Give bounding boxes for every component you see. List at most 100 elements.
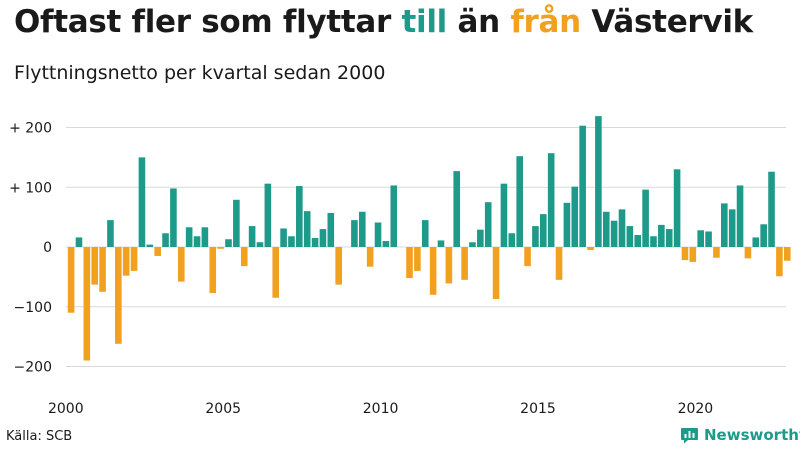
title-highlight-in: till [401, 4, 447, 40]
bar-2010-q2 [390, 185, 398, 247]
bar-2013-q3 [492, 247, 500, 299]
bar-2002-q2 [138, 157, 146, 247]
bar-2003-q4 [185, 227, 193, 247]
x-tick-label: 2020 [678, 401, 714, 417]
bar-2015-q2 [547, 153, 555, 247]
bar-2020-q3 [713, 247, 720, 258]
bar-2008-q3 [335, 247, 342, 285]
bar-2005-q4 [248, 226, 256, 247]
bar-2006-q1 [256, 242, 264, 247]
bar-2004-q4 [217, 247, 224, 249]
y-tick-label: −200 [14, 360, 52, 376]
bar-2021-q4 [752, 237, 760, 247]
x-tick-label: 2005 [205, 401, 241, 417]
bar-2015-q3 [555, 247, 563, 280]
bar-2005-q1 [225, 239, 232, 247]
bar-2009-q4 [374, 222, 382, 247]
bar-2013-q1 [477, 229, 484, 247]
bar-2017-q3 [618, 209, 626, 247]
bar-2018-q1 [634, 235, 642, 247]
chart-title: Oftast fler som flyttar till än från Väs… [14, 4, 753, 40]
y-tick-label: + 100 [9, 180, 52, 196]
bar-2019-q4 [689, 247, 697, 262]
bar-2015-q1 [540, 214, 547, 247]
y-tick-label: + 200 [9, 121, 52, 137]
x-tick-label: 2015 [520, 401, 556, 417]
bar-2013-q4 [500, 183, 508, 247]
brand-logo: Newsworthy [680, 426, 800, 444]
bar-2019-q2 [673, 169, 681, 247]
bar-2017-q2 [610, 220, 618, 247]
bar-2003-q3 [177, 247, 185, 282]
bar-2004-q2 [201, 227, 209, 247]
bar-2003-q2 [170, 188, 177, 247]
bar-2001-q2 [107, 220, 114, 247]
bar-2011-q4 [437, 240, 445, 247]
bar-2020-q2 [705, 231, 712, 247]
bar-2006-q2 [264, 183, 272, 247]
bar-2012-q2 [453, 171, 461, 247]
bar-2009-q2 [358, 211, 366, 247]
bar-2006-q4 [280, 228, 287, 247]
chart-subtitle: Flyttningsnetto per kvartal sedan 2000 [14, 62, 386, 84]
bar-2004-q1 [193, 236, 201, 247]
bar-2001-q4 [122, 247, 130, 276]
bar-2021-q1 [728, 209, 736, 247]
bar-2018-q4 [658, 224, 665, 247]
bar-2010-q4 [406, 247, 413, 279]
bar-2018-q2 [642, 189, 649, 247]
bar-2012-q1 [445, 247, 453, 284]
bar-2016-q4 [595, 116, 602, 248]
title-part-1: Oftast fler som flyttar [14, 4, 402, 40]
bar-2011-q2 [421, 220, 429, 247]
bar-2000-q2 [75, 237, 83, 247]
x-axis-ticks: 2000 2005 2010 2015 2020 [48, 401, 713, 417]
bars [67, 116, 791, 361]
bar-2007-q4 [311, 238, 319, 247]
x-tick-label: 2010 [363, 401, 399, 417]
bar-2014-q3 [524, 247, 531, 267]
bar-2003-q1 [162, 233, 169, 247]
x-tick-label: 2000 [48, 401, 84, 417]
bar-2022-q4 [783, 247, 791, 261]
bar-2009-q3 [366, 247, 374, 267]
bar-2013-q2 [484, 202, 492, 247]
bar-2008-q2 [327, 212, 335, 247]
bar-2020-q1 [697, 230, 704, 247]
bar-2014-q4 [532, 226, 539, 247]
bar-2018-q3 [650, 236, 657, 247]
bar-2012-q3 [461, 247, 468, 280]
bar-2022-q1 [760, 224, 767, 247]
bar-2010-q1 [382, 241, 390, 247]
bar-2008-q1 [319, 229, 327, 247]
bar-2012-q4 [469, 242, 476, 247]
bar-2021-q3 [744, 247, 752, 259]
bar-2004-q3 [209, 247, 217, 294]
bar-2001-q1 [99, 247, 106, 292]
bar-2020-q4 [721, 203, 728, 247]
bar-2002-q1 [130, 247, 138, 271]
title-part-3: Västervik [580, 4, 753, 40]
bar-2022-q2 [768, 171, 775, 247]
brand-name: Newsworthy [704, 426, 800, 444]
bar-2005-q3 [240, 247, 248, 267]
bar-2000-q3 [83, 247, 91, 361]
bar-2019-q3 [681, 247, 689, 261]
bar-2016-q1 [571, 186, 579, 247]
bar-2006-q3 [272, 247, 280, 298]
title-highlight-out: från [510, 4, 581, 40]
bar-2022-q3 [776, 247, 783, 277]
bar-2016-q3 [587, 247, 594, 250]
source-note: Källa: SCB [6, 429, 73, 444]
newsworthy-logo-icon [681, 427, 698, 443]
y-axis-ticks: + 200 + 100 0 −100 −200 [9, 121, 52, 376]
bar-2009-q1 [351, 220, 358, 247]
bar-2017-q4 [626, 226, 634, 247]
bar-2000-q4 [91, 247, 99, 285]
bar-2011-q1 [414, 247, 421, 271]
bar-2021-q2 [736, 185, 744, 247]
bar-2014-q2 [516, 156, 523, 247]
y-tick-label: −100 [14, 300, 52, 316]
y-tick-label: 0 [43, 240, 52, 256]
